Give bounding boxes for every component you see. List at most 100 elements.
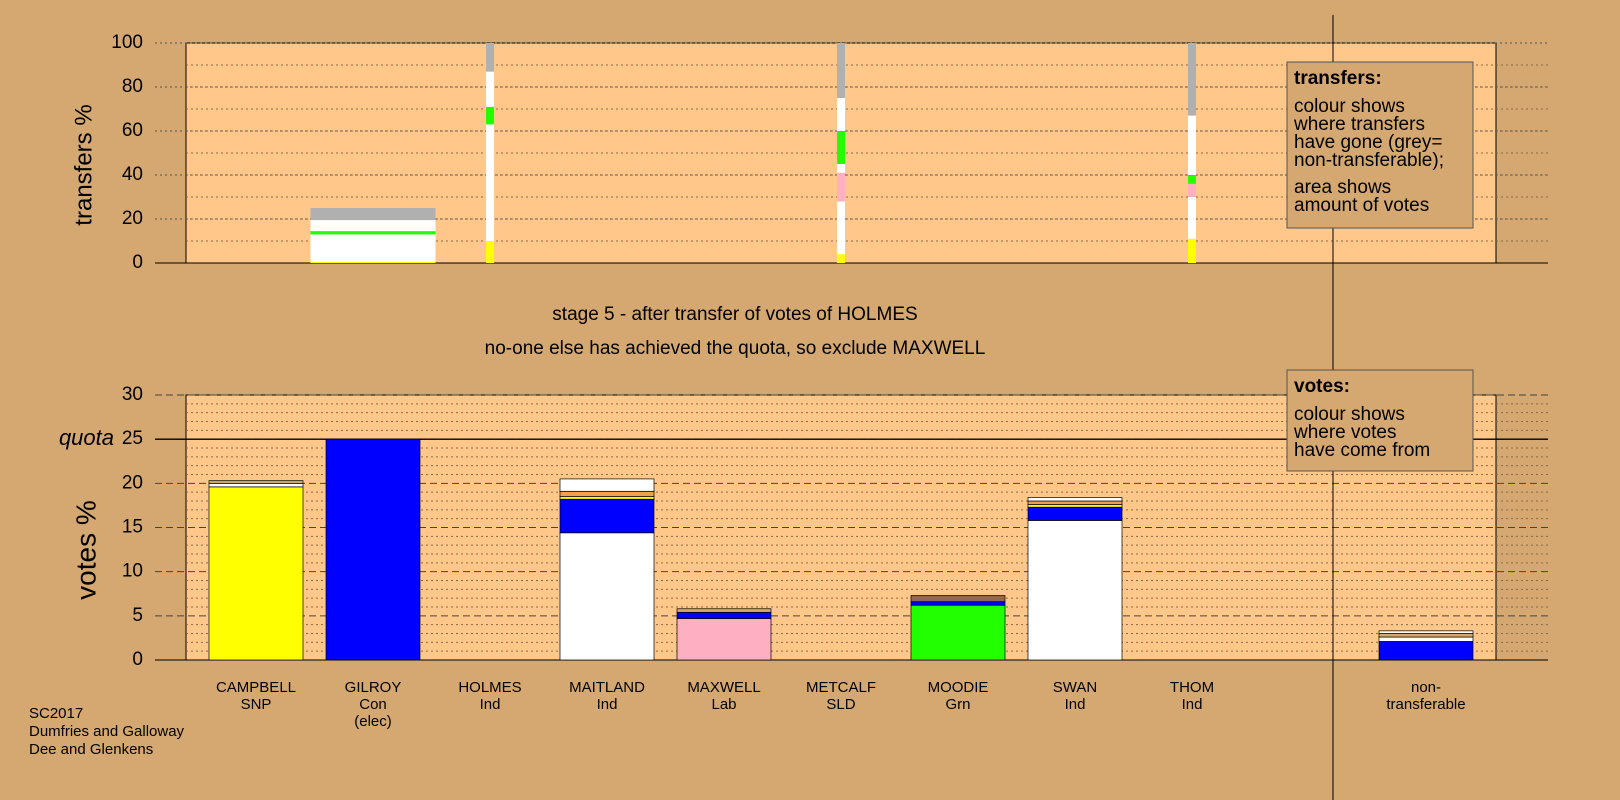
x-tick-label: Ind [1065,696,1086,713]
y-tick-label: 20 [122,208,143,229]
note-line: colour shows [1294,96,1405,117]
y-tick-label: 80 [122,76,143,97]
note-title: transfers: [1294,68,1382,89]
note-line: where transfers [1293,114,1425,135]
stage-title: stage 5 - after transfer of votes of HOL… [552,304,917,325]
x-tick-label: MOODIE [928,679,989,696]
note-line: non-transferable); [1294,150,1444,171]
y-tick-label: 10 [122,561,143,582]
bar-segment [1027,504,1123,508]
transfer-segment [486,124,494,241]
bar-segment [208,482,304,488]
x-tick-label: Con [359,696,387,713]
x-tick-label: HOLMES [458,679,521,696]
x-tick-label: THOM [1170,679,1214,696]
transfer-segment [310,208,436,221]
transfer-segment [837,201,845,255]
bar-segment [1378,630,1474,634]
bar-segment [208,486,304,661]
x-tick-label: SLD [826,696,855,713]
x-tick-label: non- [1411,679,1441,696]
bar-segment [325,438,421,661]
bottom-axis-label: votes % [70,500,101,600]
transfer-segment [486,43,494,72]
transfer-segment [1188,43,1196,116]
note-line: have come from [1294,440,1430,461]
transfer-segment [837,43,845,98]
bar-segment [676,611,772,619]
bar-segment [1027,520,1123,661]
transfer-segment [1188,115,1196,175]
x-tick-label: METCALF [806,679,876,696]
y-tick-label: 5 [132,605,143,626]
transfer-segment [486,106,494,125]
bar-segment [1378,633,1474,638]
bar-segment [559,498,655,534]
footer-line: Dee and Glenkens [29,741,153,758]
bar-segment [910,601,1006,606]
footer-line: SC2017 [29,705,83,722]
bar-segment [559,532,655,661]
y-tick-label: 40 [122,164,143,185]
bar-segment [1027,500,1123,505]
note-line: colour shows [1294,404,1405,425]
note-line: have gone (grey= [1294,132,1442,153]
transfer-segment [486,71,494,107]
x-tick-label: Ind [480,696,501,713]
transfer-segment [310,261,436,263]
x-tick-label: Lab [711,696,736,713]
top-axis-label: transfers % [70,104,97,225]
transfer-segment [837,131,845,164]
transfer-segment [837,172,845,202]
x-tick-label: MAXWELL [687,679,760,696]
transfer-segment [837,254,845,263]
x-tick-label: transferable [1386,696,1465,713]
transfer-segment [1188,197,1196,239]
bar-segment [910,595,1006,603]
x-tick-label: (elec) [354,713,392,730]
x-tick-label: CAMPBELL [216,679,296,696]
transfer-segment [310,234,436,262]
bar-segment [910,604,1006,661]
bar-segment [559,496,655,500]
y-tick-label: 60 [122,120,143,141]
bar-segment [1027,506,1123,521]
note-line: area shows [1294,177,1391,198]
transfer-segment [486,241,494,263]
y-tick-label: 0 [132,649,143,670]
x-tick-label: SWAN [1053,679,1097,696]
y-tick-label: 100 [111,32,143,53]
transfer-segment [837,98,845,131]
x-tick-label: GILROY [345,679,402,696]
bar-segment [1378,636,1474,642]
note-line: amount of votes [1294,195,1429,216]
x-tick-label: MAITLAND [569,679,645,696]
transfer-segment [837,164,845,173]
quota-label: quota [59,425,114,450]
x-tick-label: SNP [241,696,272,713]
transfer-segment [1188,175,1196,184]
transfer-segment [1188,238,1196,263]
transfer-segment [310,220,436,232]
note-box [1286,369,1474,472]
bar-segment [208,480,304,484]
y-tick-label: 0 [132,252,143,273]
transfer-segment [310,231,436,235]
bar-segment [1378,641,1474,661]
transfer-segment [1188,183,1196,197]
y-tick-label: 15 [122,517,143,538]
y-tick-label: 25 [122,428,143,449]
y-tick-label: 30 [122,384,143,405]
footer-line: Dumfries and Galloway [29,723,185,740]
note-line: where votes [1293,422,1396,443]
x-tick-label: Ind [1182,696,1203,713]
bar-segment [676,608,772,613]
bar-segment [676,618,772,661]
x-tick-label: Ind [597,696,618,713]
bar-segment [559,478,655,492]
bar-segment [1027,497,1123,502]
note-title: votes: [1294,376,1350,397]
note-box [1286,61,1474,229]
bar-segment [559,490,655,497]
